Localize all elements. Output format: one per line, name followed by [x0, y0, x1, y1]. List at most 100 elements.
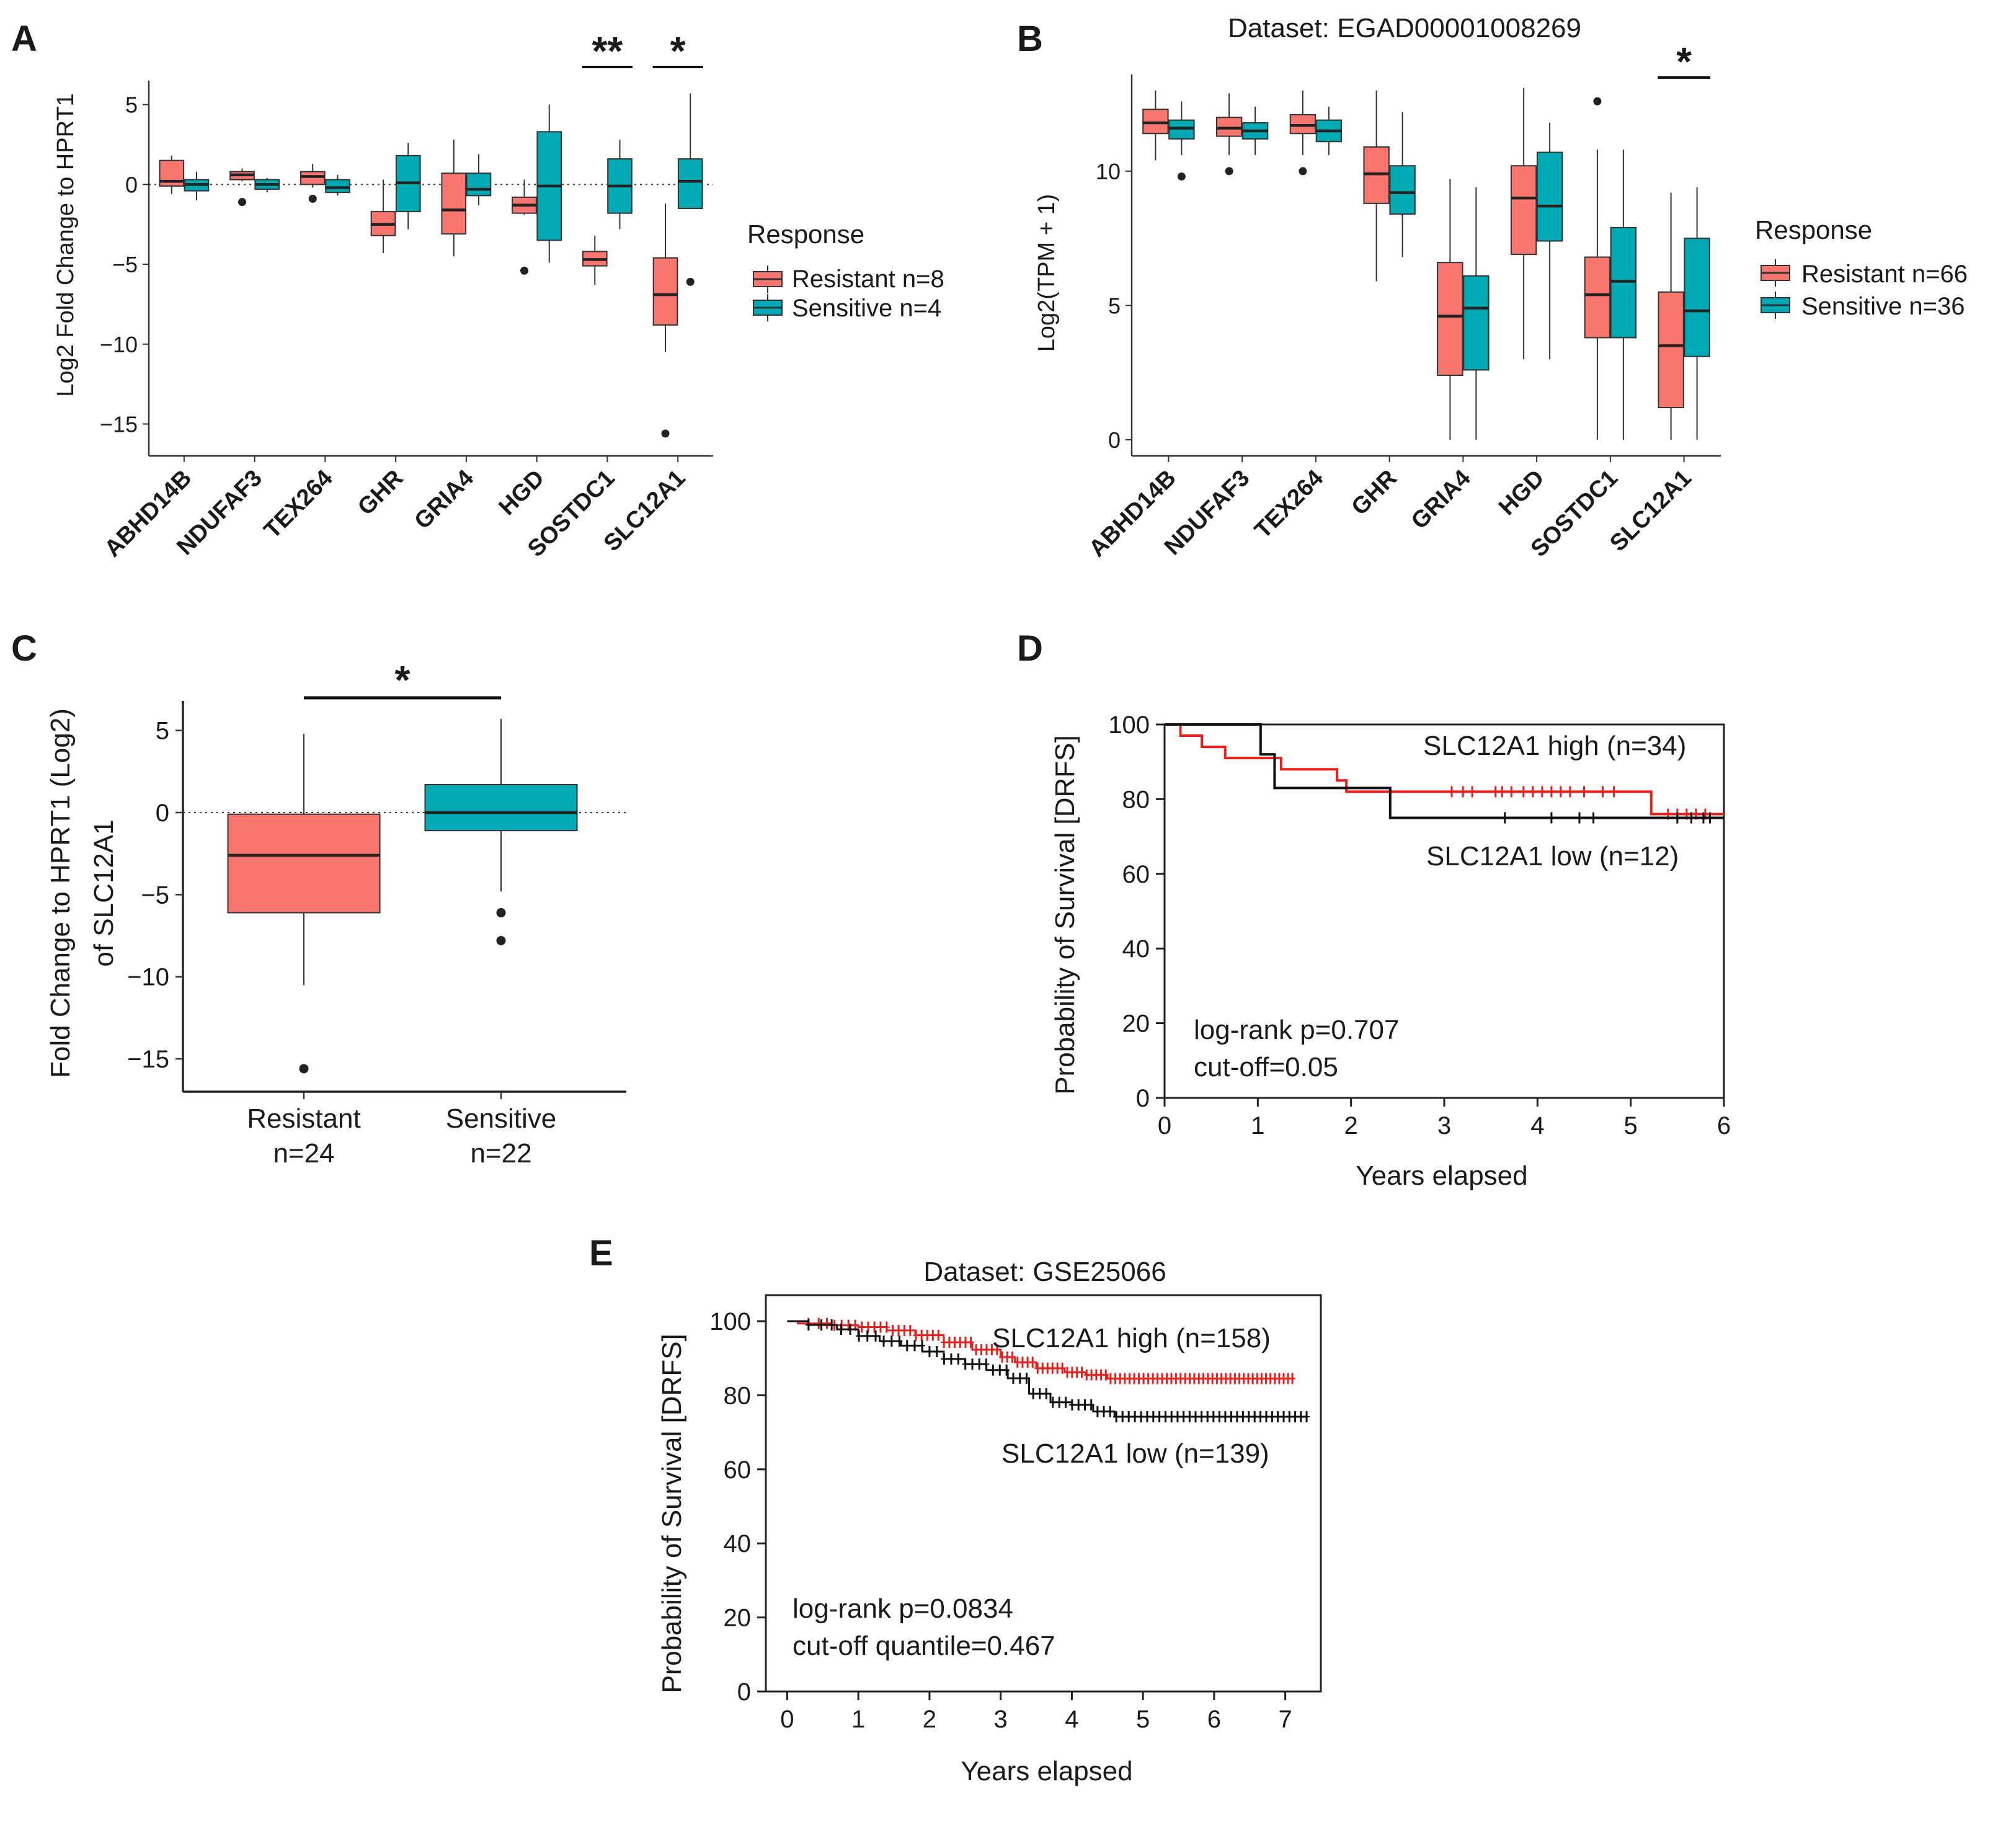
- y-tick-label: 0: [737, 1678, 751, 1706]
- y-tick-label: 0: [125, 172, 138, 197]
- panel-c-y-label-line1: Fold Change to HPRT1 (Log2): [45, 708, 76, 1078]
- plot-frame: [765, 1294, 1322, 1693]
- legend-key-sensitive: [753, 294, 783, 321]
- significance-label: *: [395, 657, 411, 702]
- panel-a-legend-resistant: Resistant n=8: [792, 265, 944, 293]
- panel-c-y-label-line2: of SLC12A1: [89, 819, 119, 966]
- resistant-gria4-box: [1437, 262, 1463, 377]
- panel-d-cutoff: cut-off=0.05: [1194, 1052, 1338, 1082]
- panel-d-low-label: SLC12A1 low (n=12): [1426, 841, 1679, 871]
- outlier-point: [238, 198, 247, 207]
- x-tick-label-ghr: GHR: [1347, 465, 1402, 520]
- resistant-slc12a1-box: [652, 257, 678, 326]
- significance-label: **: [592, 29, 623, 73]
- y-tick-label: 40: [1122, 935, 1150, 963]
- significance-label: *: [670, 29, 686, 73]
- km-curve-high: [1165, 723, 1724, 816]
- resistant-slc12a1-box: [1658, 291, 1684, 409]
- x-tick-label: 1: [1251, 1112, 1264, 1139]
- panel-b-y-label: Log2(TPM + 1): [1034, 194, 1060, 352]
- outlier-point: [1177, 172, 1186, 181]
- panel-d-logrank: log-rank p=0.707: [1194, 1015, 1399, 1045]
- x-tick-label: 3: [994, 1706, 1008, 1733]
- y-tick-label: 60: [1122, 861, 1150, 888]
- outlier-point: [1225, 167, 1233, 176]
- panel-e-x-label: Years elapsed: [961, 1756, 1132, 1786]
- x-tick-label: 1: [851, 1706, 865, 1733]
- x-tick-label-tex264: TEX264: [1250, 465, 1328, 544]
- x-tick-label: 6: [1207, 1706, 1221, 1733]
- panel-b-title: Dataset: EGAD00001008269: [1228, 13, 1581, 43]
- outlier-point: [520, 266, 529, 275]
- panel-e-plot: 0 20 40 60 80 100 0 1 2 3 4 5 6 7: [709, 1294, 1322, 1733]
- legend-key-resistant: [753, 265, 783, 293]
- outlier-point: [496, 935, 506, 945]
- x-tick-label: 5: [1624, 1112, 1638, 1139]
- y-tick-label: −5: [141, 881, 169, 909]
- panel-c-x-sensitive: Sensitive: [446, 1103, 557, 1134]
- legend-key-sensitive: [1761, 292, 1790, 319]
- y-tick-label: 20: [724, 1605, 752, 1632]
- x-tick-label-hgd: HGD: [494, 465, 549, 520]
- x-tick-label-slc12a1: SLC12A1: [1605, 465, 1697, 557]
- x-tick-label-hgd: HGD: [1494, 465, 1549, 520]
- x-tick-label: 3: [1437, 1112, 1451, 1139]
- x-tick-label: 4: [1065, 1706, 1078, 1733]
- panel-b-legend-title: Response: [1755, 215, 1872, 244]
- y-tick-label: 20: [1122, 1010, 1150, 1038]
- outlier-point: [1299, 167, 1307, 176]
- y-tick-label: 5: [1108, 293, 1121, 318]
- panel-c-plot: 5 0 −5 −10 −15 *: [127, 657, 626, 1099]
- y-tick-label: 5: [125, 92, 138, 118]
- sensitive-gria4-box: [1463, 275, 1490, 371]
- significance-label: *: [1676, 39, 1692, 84]
- panel-e-logrank: log-rank p=0.0834: [793, 1593, 1013, 1624]
- panel-c-x-resistant: Resistant: [247, 1103, 360, 1134]
- x-tick-label-gria4: GRIA4: [1406, 465, 1476, 535]
- legend-key-resistant: [1761, 259, 1790, 287]
- panel-letter-e: E: [589, 1233, 613, 1273]
- panel-d-high-label: SLC12A1 high (n=34): [1423, 731, 1686, 761]
- resistant-gria4-box: [441, 172, 467, 235]
- y-tick-label: 80: [724, 1382, 752, 1409]
- outlier-point: [308, 195, 317, 203]
- y-tick-label: 80: [1122, 786, 1150, 813]
- sensitive-slc12a1-box: [677, 158, 703, 209]
- sensitive-tex264-box: [325, 179, 350, 194]
- resistant-tex264-box: [300, 171, 326, 185]
- panel-letter-a: A: [11, 19, 37, 59]
- y-tick-label: 100: [1108, 711, 1150, 739]
- panel-a-legend: Response Resistant n=8 Sensitive n=4: [747, 220, 944, 322]
- outlier-point: [661, 429, 670, 438]
- y-tick-label: −10: [127, 964, 169, 991]
- x-tick-label: 2: [923, 1706, 936, 1733]
- panel-c: C 5 0 −5 −10 −15 * Fold Change to HPRT1 (Log2…: [11, 628, 626, 1169]
- panel-d: D 0 20 40 60 80 100 0 1 2 3 4 5 6 Probability of Sur…: [1017, 628, 1731, 1191]
- x-tick-label: 4: [1530, 1112, 1544, 1139]
- x-tick-label-tex264: TEX264: [259, 465, 338, 544]
- y-tick-label: 5: [156, 718, 169, 745]
- panel-b-legend: Response Resistant n=66 Sensitive n=36: [1755, 215, 1968, 320]
- panel-e-cutoff: cut-off quantile=0.467: [793, 1631, 1055, 1661]
- x-tick-label: 2: [1344, 1112, 1358, 1139]
- outlier-point: [1593, 97, 1602, 105]
- y-tick-label: −15: [100, 412, 138, 437]
- panel-b-legend-sensitive: Sensitive n=36: [1801, 293, 1965, 320]
- sensitive-gria4-box: [466, 172, 492, 197]
- x-tick-label: 0: [1158, 1112, 1171, 1139]
- x-tick-label: 6: [1717, 1112, 1731, 1139]
- outlier-point: [299, 1064, 309, 1074]
- y-tick-label: 40: [724, 1530, 752, 1558]
- y-tick-label: −15: [127, 1046, 169, 1073]
- panel-a-legend-sensitive: Sensitive n=4: [792, 295, 941, 322]
- resistant-sostdc1-box: [1584, 256, 1611, 339]
- panel-b: B Dataset: EGAD00001008269 1050ABHD14BND…: [1017, 13, 1968, 562]
- y-tick-label: 10: [1096, 159, 1121, 184]
- panel-letter-d: D: [1017, 628, 1043, 669]
- outlier-point: [686, 277, 695, 286]
- y-tick-label: 0: [156, 800, 169, 827]
- y-tick-label: 60: [724, 1456, 752, 1484]
- x-tick-label: 5: [1136, 1706, 1150, 1733]
